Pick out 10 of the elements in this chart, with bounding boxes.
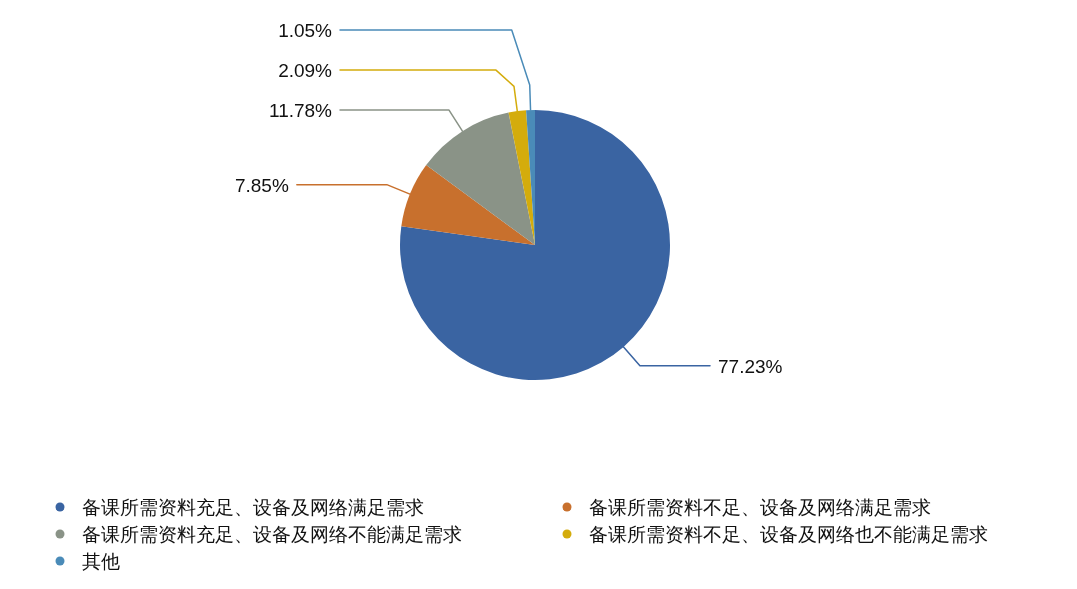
data-label: 2.09% <box>278 60 333 82</box>
legend-label: 备课所需资料充足、设备及网络满足需求 <box>82 497 424 518</box>
data-label: 11.78% <box>268 100 333 122</box>
data-label: 7.85% <box>234 174 289 196</box>
legend-label: 备课所需资料不足、设备及网络也不能满足需求 <box>589 524 988 545</box>
legend-label: 其他 <box>82 551 120 572</box>
data-label: 77.23% <box>718 355 783 377</box>
legend-label: 备课所需资料充足、设备及网络不能满足需求 <box>82 524 462 545</box>
data-label: 1.05% <box>278 20 333 42</box>
legend-label: 备课所需资料不足、设备及网络满足需求 <box>589 497 931 518</box>
